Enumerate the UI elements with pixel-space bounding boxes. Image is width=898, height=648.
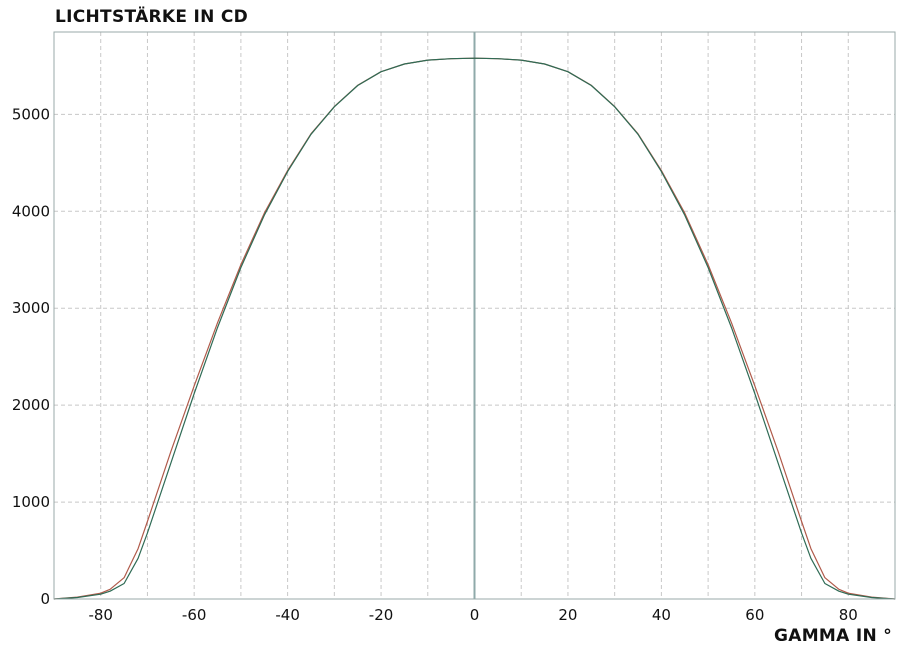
x-tick-label: -60 [182,606,207,624]
plot-frame [53,31,896,600]
y-tick-label: 3000 [12,299,50,317]
y-tick-label: 1000 [12,493,50,511]
y-tick-label: 4000 [12,202,50,220]
y-tick-label: 2000 [12,396,50,414]
x-tick-label: -80 [88,606,113,624]
y-tick-label: 5000 [12,105,50,123]
series-group [53,57,896,600]
x-axis-title: GAMMA IN ° [774,626,892,646]
x-tick-label: 0 [470,606,480,624]
y-tick-label: 0 [40,590,50,608]
y-ticks: 0 1000 2000 3000 4000 5000 [12,105,50,608]
x-tick-label: -40 [275,606,300,624]
x-tick-label: 40 [652,606,671,624]
x-tick-label: 20 [558,606,577,624]
y-axis-title: LICHTSTÄRKE IN CD [55,7,249,27]
x-ticks: -80 -60 -40 -20 0 20 40 60 80 [88,606,857,624]
series-line-2 [53,57,896,600]
x-tick-label: 80 [839,606,858,624]
x-tick-label: -20 [369,606,394,624]
x-tick-label: 60 [745,606,764,624]
